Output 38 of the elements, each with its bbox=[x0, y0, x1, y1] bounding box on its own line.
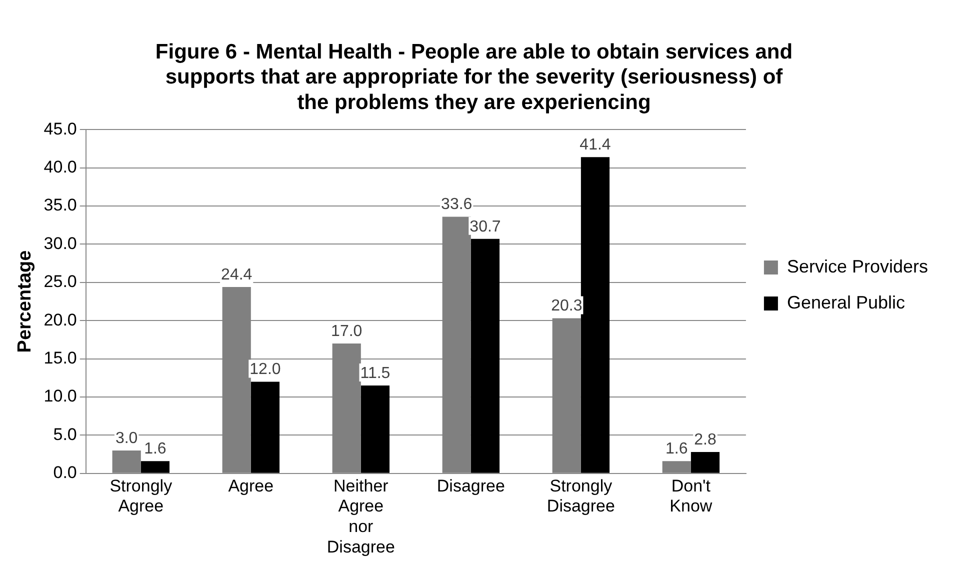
data-label: 33.6 bbox=[441, 196, 472, 214]
y-tick-label: 45.0 bbox=[44, 119, 77, 138]
bar bbox=[580, 157, 610, 473]
x-tick-label: Strongly Disagree bbox=[546, 476, 615, 516]
data-label: 12.0 bbox=[250, 361, 281, 378]
y-tick-label: 40.0 bbox=[44, 157, 77, 176]
y-tick-label: 10.0 bbox=[44, 386, 77, 406]
x-tick-label: Don't Know bbox=[670, 476, 713, 516]
data-label: 20.3 bbox=[551, 298, 582, 315]
data-label: 30.7 bbox=[470, 218, 501, 236]
data-label: 3.0 bbox=[115, 430, 138, 447]
y-tick-label: 30.0 bbox=[44, 234, 77, 253]
y-tick-label: 35.0 bbox=[44, 196, 77, 215]
chart-title: Figure 6 - Mental Health - People are able to obtain services and supports that are appropriate for the severity (seriousness) of the problems they are experiencing bbox=[155, 40, 793, 114]
legend-label: Service Providers bbox=[786, 256, 928, 276]
y-tick-label: 5.0 bbox=[53, 424, 77, 444]
x-tick-label: Agree bbox=[228, 476, 274, 496]
bar bbox=[360, 386, 390, 473]
x-tick-label: Strongly Agree bbox=[110, 476, 173, 516]
bar bbox=[690, 452, 720, 473]
data-label: 17.0 bbox=[331, 322, 362, 340]
data-label: 41.4 bbox=[580, 136, 611, 154]
data-label: 1.6 bbox=[144, 440, 166, 458]
data-label: 1.6 bbox=[666, 440, 688, 458]
bar bbox=[140, 461, 170, 473]
bar bbox=[250, 382, 280, 473]
y-tick-label: 25.0 bbox=[44, 272, 77, 292]
y-tick-label: 15.0 bbox=[44, 348, 77, 368]
y-axis-title: Percentage bbox=[14, 250, 36, 353]
data-label: 2.8 bbox=[694, 431, 716, 448]
data-label: 11.5 bbox=[360, 364, 390, 382]
legend-label: General Public bbox=[786, 292, 906, 312]
data-label: 24.4 bbox=[221, 266, 252, 284]
x-tick-label: Disagree bbox=[436, 476, 505, 496]
x-tick-label: Neither Agree nor Disagree bbox=[326, 476, 395, 556]
y-tick-label: 20.0 bbox=[44, 310, 77, 330]
bar bbox=[470, 238, 500, 473]
y-tick-label: 0.0 bbox=[53, 463, 77, 482]
